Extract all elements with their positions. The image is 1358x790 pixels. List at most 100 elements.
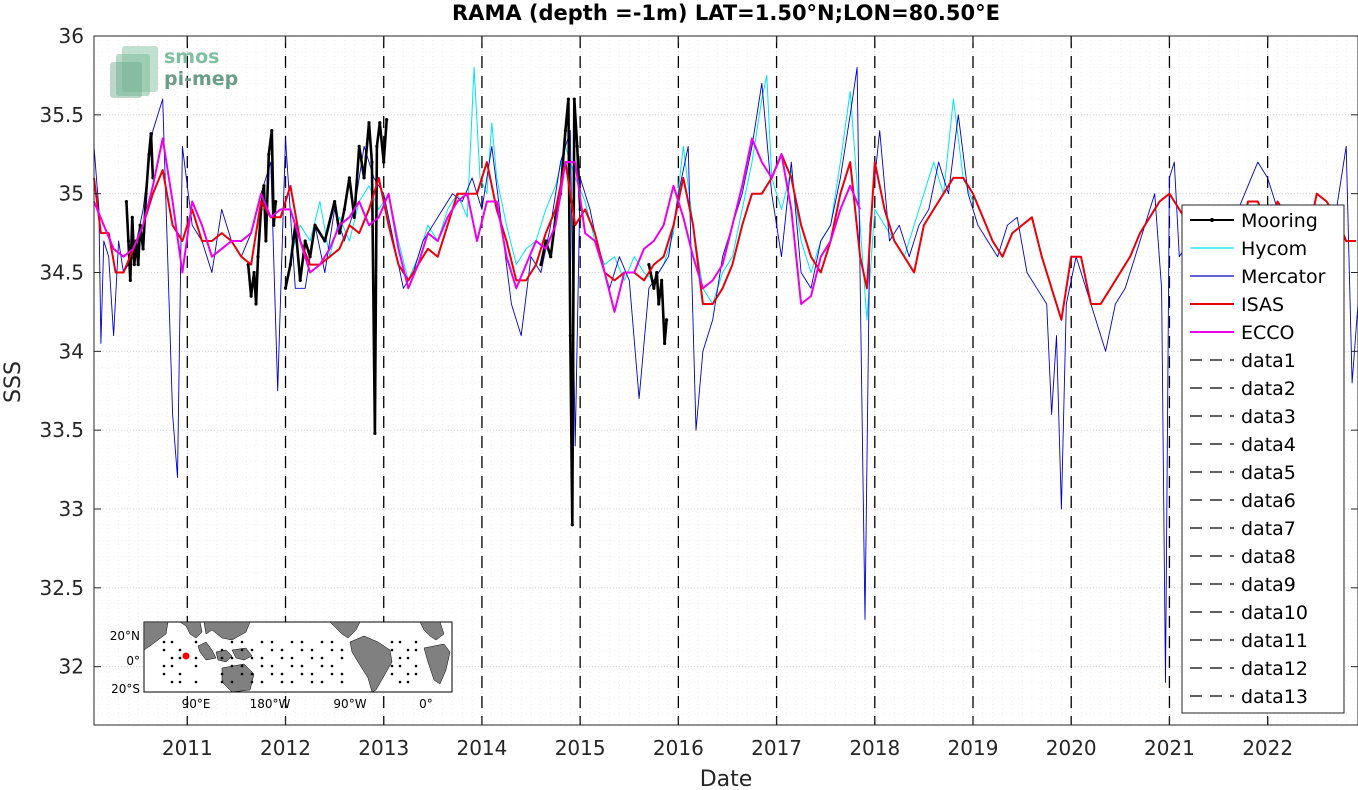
plot-area-frame — [93, 35, 1358, 726]
array-dot — [406, 656, 410, 660]
array-dot — [320, 640, 324, 644]
legend-label-data13: data13 — [1241, 686, 1308, 708]
array-dot — [260, 680, 264, 684]
array-dot — [280, 680, 284, 684]
axis-ticks: 32 32.5 33 33.5 34 34.5 35 35.5 36 2011 2012 2013 20… — [39, 24, 1358, 760]
array-dot — [398, 656, 402, 660]
legend-label-data12: data12 — [1241, 658, 1308, 680]
mooring-point — [385, 117, 389, 122]
mooring-point — [657, 302, 661, 306]
mooring-point — [347, 176, 351, 180]
mooring-point — [138, 223, 142, 227]
x-axis-label: Date — [700, 767, 753, 790]
mooring-point — [274, 199, 278, 204]
map-lon-label-2: 180°W — [250, 697, 291, 711]
array-dot — [330, 664, 334, 668]
mooring-point — [378, 121, 382, 125]
array-dot — [340, 656, 344, 660]
array-dot — [280, 656, 284, 660]
legend-label-Hycom: Hycom — [1241, 238, 1307, 260]
legend-label-ECCO: ECCO — [1241, 322, 1295, 344]
grid — [94, 35, 1358, 725]
mooring-point — [352, 215, 356, 219]
array-dot — [290, 664, 294, 668]
mooring-point — [549, 255, 553, 259]
array-dot — [240, 640, 244, 644]
array-dot — [162, 648, 166, 652]
x-tick-label: 2013 — [358, 736, 409, 760]
mooring-point — [572, 97, 576, 101]
y-tick-label: 34.5 — [39, 260, 84, 284]
array-dot — [230, 664, 234, 668]
mooring-point — [308, 255, 312, 259]
mooring-point — [256, 255, 260, 259]
x-tick-label: 2019 — [948, 736, 999, 760]
series-line-mooring-segment — [539, 97, 582, 527]
map-lon-label-3: 90°W — [333, 697, 366, 711]
x-tick-label: 2015 — [555, 736, 606, 760]
array-dot — [406, 672, 410, 676]
legend-label-data8: data8 — [1241, 546, 1296, 568]
array-dot — [310, 648, 314, 652]
array-dot — [320, 664, 324, 668]
mooring-point — [128, 278, 132, 282]
y-tick-label: 32.5 — [39, 576, 84, 600]
x-tick-label: 2016 — [653, 736, 704, 760]
array-dot — [194, 680, 198, 684]
legend-box — [1181, 204, 1345, 714]
selected-mooring-marker-icon — [182, 652, 190, 660]
mooring-point — [144, 192, 148, 196]
mooring-point — [337, 231, 342, 235]
x-tick-label: 2018 — [849, 736, 900, 760]
mooring-point — [652, 286, 656, 290]
array-dot — [230, 640, 234, 644]
legend-label-data1: data1 — [1241, 350, 1296, 372]
array-dot — [260, 664, 264, 668]
array-dot — [280, 672, 284, 676]
mooring-point — [375, 144, 379, 148]
array-dot — [170, 640, 174, 644]
mooring-point — [539, 263, 543, 267]
mooring-point — [362, 176, 366, 180]
array-dot — [414, 648, 418, 652]
x-tick-label: 2014 — [456, 736, 507, 760]
array-dot — [250, 648, 254, 652]
legend-label-data5: data5 — [1241, 462, 1296, 484]
x-tick-label: 2020 — [1046, 736, 1097, 760]
array-dot — [340, 648, 344, 652]
array-dot — [220, 648, 224, 652]
array-dot — [178, 648, 182, 652]
array-dot — [230, 656, 234, 660]
y-tick-label: 33.5 — [39, 418, 84, 442]
array-dot — [162, 664, 166, 668]
smos-pimep-logo: smos pi-mep — [110, 46, 238, 98]
array-dot — [320, 680, 324, 684]
series-line-mooring-segment — [284, 119, 388, 435]
array-dot — [270, 672, 274, 676]
array-dot — [270, 664, 274, 668]
array-dot — [310, 680, 314, 684]
array-dot — [250, 656, 254, 660]
array-dot — [414, 672, 418, 676]
mooring-point — [570, 523, 574, 527]
array-dot — [220, 680, 224, 684]
array-dot — [390, 640, 394, 644]
mooring-point — [249, 294, 253, 298]
array-dot — [270, 640, 274, 644]
array-dot — [240, 648, 244, 652]
mooring-point — [126, 239, 130, 243]
mooring-point — [267, 152, 271, 156]
array-dot — [406, 680, 410, 684]
y-tick-label: 32 — [59, 655, 84, 679]
mooring-point — [130, 215, 134, 219]
array-dot — [194, 656, 198, 660]
array-dot — [310, 656, 314, 660]
mooring-point — [283, 286, 288, 290]
legend-label-data2: data2 — [1241, 378, 1296, 400]
legend-label-data3: data3 — [1241, 406, 1296, 428]
array-dot — [330, 648, 334, 652]
y-tick-label: 34 — [59, 339, 84, 363]
logo-mark-icon — [110, 46, 158, 98]
mooring-point — [382, 160, 386, 164]
array-dot — [390, 672, 394, 676]
